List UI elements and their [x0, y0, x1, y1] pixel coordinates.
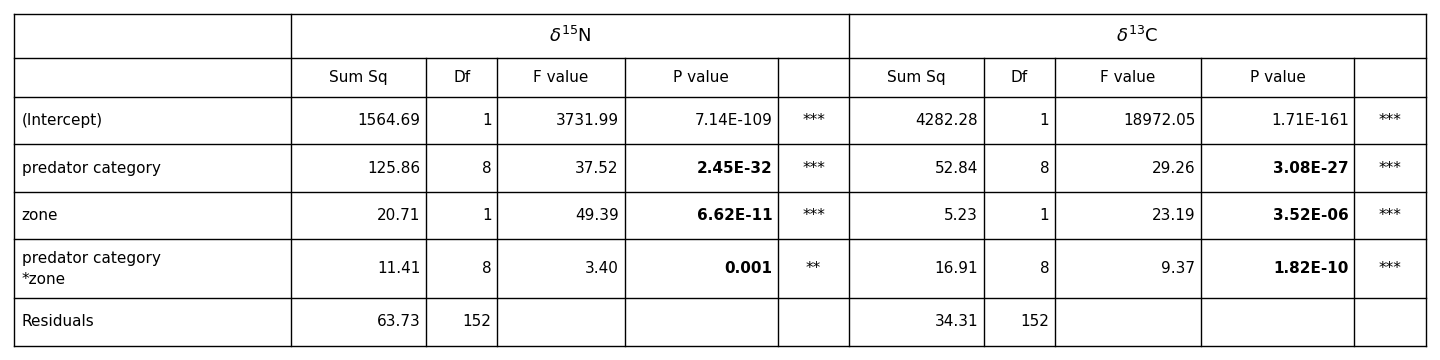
Text: 152: 152: [1021, 314, 1050, 329]
Text: 11.41: 11.41: [377, 261, 420, 276]
Text: P value: P value: [674, 70, 729, 85]
Text: 6.62E-11: 6.62E-11: [697, 208, 772, 223]
Text: 3.52E-06: 3.52E-06: [1273, 208, 1349, 223]
Text: Sum Sq: Sum Sq: [330, 70, 389, 85]
Text: 1: 1: [1040, 208, 1050, 223]
Text: 8: 8: [482, 161, 491, 176]
Text: $\delta^{15}$N: $\delta^{15}$N: [549, 26, 592, 46]
Text: $\delta^{13}$C: $\delta^{13}$C: [1116, 26, 1159, 46]
Text: 34.31: 34.31: [935, 314, 978, 329]
Text: ***: ***: [802, 161, 825, 176]
Text: ***: ***: [1378, 113, 1401, 128]
Text: 1: 1: [1040, 113, 1050, 128]
Text: predator category: predator category: [22, 161, 160, 176]
Text: 8: 8: [482, 261, 491, 276]
Text: **: **: [806, 261, 821, 276]
Text: 1: 1: [482, 208, 491, 223]
Text: 1.71E-161: 1.71E-161: [1272, 113, 1349, 128]
Text: ***: ***: [1378, 208, 1401, 223]
Text: 1564.69: 1564.69: [357, 113, 420, 128]
Text: 23.19: 23.19: [1152, 208, 1195, 223]
Text: 3731.99: 3731.99: [556, 113, 619, 128]
Text: Df: Df: [1011, 70, 1028, 85]
Text: ***: ***: [802, 113, 825, 128]
Text: 3.40: 3.40: [585, 261, 619, 276]
Text: 8: 8: [1040, 161, 1050, 176]
Text: 63.73: 63.73: [377, 314, 420, 329]
Text: F value: F value: [1100, 70, 1156, 85]
Text: ***: ***: [1378, 261, 1401, 276]
Text: 8: 8: [1040, 261, 1050, 276]
Text: 1.82E-10: 1.82E-10: [1273, 261, 1349, 276]
Text: ***: ***: [802, 208, 825, 223]
Text: 16.91: 16.91: [935, 261, 978, 276]
Text: Df: Df: [454, 70, 471, 85]
Text: 125.86: 125.86: [367, 161, 420, 176]
Text: Sum Sq: Sum Sq: [887, 70, 946, 85]
Text: 5.23: 5.23: [945, 208, 978, 223]
Text: 7.14E-109: 7.14E-109: [694, 113, 772, 128]
Text: 2.45E-32: 2.45E-32: [697, 161, 772, 176]
Text: 29.26: 29.26: [1152, 161, 1195, 176]
Text: zone: zone: [22, 208, 58, 223]
Text: P value: P value: [1250, 70, 1306, 85]
Text: 9.37: 9.37: [1161, 261, 1195, 276]
Text: 0.001: 0.001: [724, 261, 772, 276]
Text: 20.71: 20.71: [377, 208, 420, 223]
Text: 152: 152: [462, 314, 491, 329]
Text: predator category: predator category: [22, 251, 160, 266]
Text: F value: F value: [533, 70, 589, 85]
Text: 49.39: 49.39: [575, 208, 619, 223]
Text: *zone: *zone: [22, 272, 66, 287]
Text: Residuals: Residuals: [22, 314, 95, 329]
Text: 37.52: 37.52: [576, 161, 619, 176]
Text: (Intercept): (Intercept): [22, 113, 102, 128]
Text: ***: ***: [1378, 161, 1401, 176]
Text: 18972.05: 18972.05: [1123, 113, 1195, 128]
Text: 1: 1: [482, 113, 491, 128]
Text: 3.08E-27: 3.08E-27: [1273, 161, 1349, 176]
Text: 52.84: 52.84: [935, 161, 978, 176]
Text: 4282.28: 4282.28: [916, 113, 978, 128]
